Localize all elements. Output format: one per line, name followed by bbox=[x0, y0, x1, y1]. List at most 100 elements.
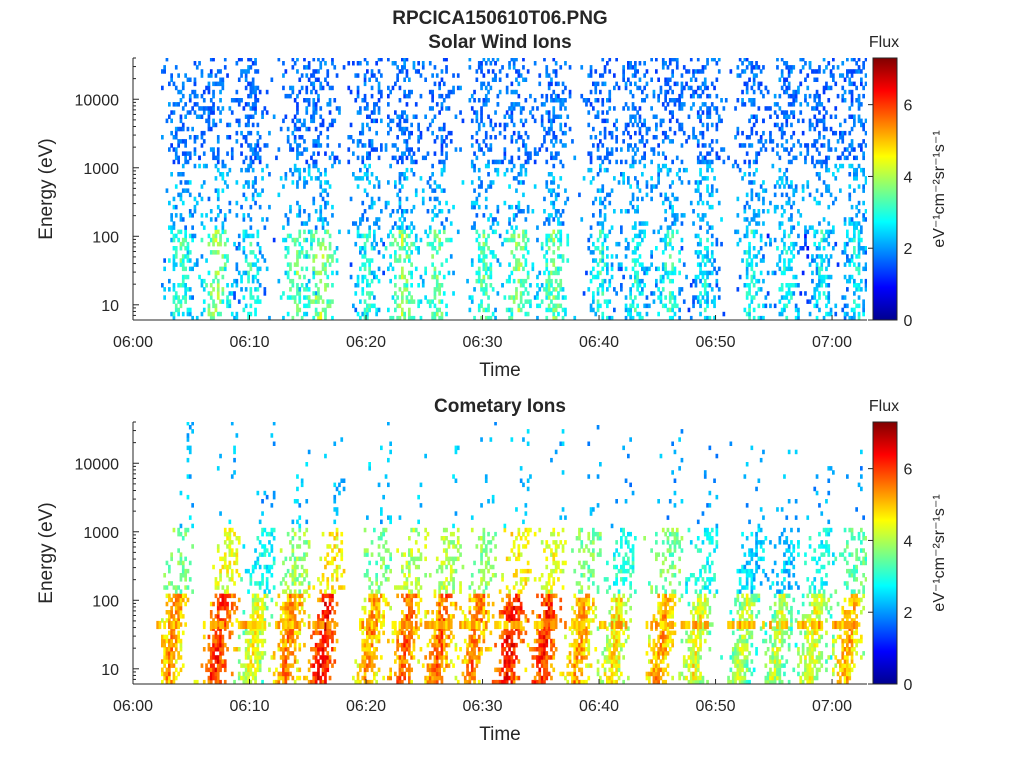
flux-cell bbox=[222, 299, 225, 304]
flux-cell bbox=[441, 262, 444, 267]
flux-cell bbox=[170, 606, 173, 611]
flux-cell bbox=[182, 188, 185, 193]
flux-cell bbox=[289, 205, 292, 210]
flux-cell bbox=[224, 589, 227, 594]
flux-cell bbox=[594, 197, 597, 202]
flux-cell bbox=[366, 151, 369, 156]
flux-cell bbox=[634, 279, 637, 284]
flux-cell bbox=[646, 82, 649, 87]
flux-cell bbox=[233, 98, 236, 103]
flux-cell bbox=[285, 115, 288, 120]
flux-cell bbox=[662, 201, 665, 206]
flux-cell bbox=[788, 69, 791, 74]
flux-cell bbox=[224, 557, 227, 562]
flux-cell bbox=[187, 110, 190, 115]
flux-cell bbox=[501, 65, 504, 70]
flux-cell bbox=[853, 123, 856, 128]
flux-cell bbox=[319, 279, 322, 284]
flux-cell bbox=[525, 217, 528, 222]
flux-cell bbox=[215, 614, 218, 619]
flux-cell bbox=[674, 57, 677, 62]
flux-cell bbox=[755, 230, 758, 235]
flux-cell bbox=[408, 299, 411, 304]
flux-cell bbox=[177, 73, 180, 78]
flux-cell bbox=[543, 139, 546, 144]
flux-cell bbox=[205, 283, 208, 288]
flux-cell bbox=[564, 131, 567, 136]
flux-cell bbox=[557, 209, 560, 214]
flux-cell bbox=[303, 184, 306, 189]
flux-cell bbox=[599, 209, 602, 214]
flux-cell bbox=[746, 234, 749, 239]
flux-cell bbox=[170, 217, 173, 222]
flux-cell bbox=[166, 594, 169, 599]
flux-cell bbox=[438, 238, 441, 243]
flux-cell bbox=[401, 151, 404, 156]
flux-cell bbox=[236, 647, 239, 652]
flux-cell bbox=[361, 143, 364, 148]
flux-cell bbox=[431, 209, 434, 214]
flux-cell bbox=[187, 188, 190, 193]
flux-cell bbox=[366, 69, 369, 74]
flux-cell bbox=[657, 151, 660, 156]
flux-cell bbox=[222, 557, 225, 562]
flux-cell bbox=[431, 94, 434, 99]
flux-cell bbox=[180, 610, 183, 615]
flux-cell bbox=[296, 147, 299, 152]
flux-cell bbox=[231, 291, 234, 296]
flux-cell bbox=[303, 287, 306, 292]
flux-cell bbox=[639, 78, 642, 83]
flux-cell bbox=[676, 213, 679, 218]
flux-cell bbox=[706, 254, 709, 259]
flux-cell bbox=[387, 94, 390, 99]
flux-cell bbox=[182, 614, 185, 619]
flux-cell bbox=[697, 94, 700, 99]
flux-cell bbox=[706, 184, 709, 189]
flux-cell bbox=[350, 197, 353, 202]
flux-cell bbox=[191, 503, 194, 508]
flux-cell bbox=[301, 267, 304, 272]
flux-cell bbox=[636, 283, 639, 288]
flux-cell bbox=[243, 238, 246, 243]
flux-cell bbox=[175, 135, 178, 140]
flux-cell bbox=[664, 267, 667, 272]
flux-cell bbox=[522, 65, 525, 70]
flux-cell bbox=[305, 221, 308, 226]
flux-cell bbox=[490, 135, 493, 140]
flux-cell bbox=[664, 82, 667, 87]
flux-cell bbox=[664, 238, 667, 243]
flux-cell bbox=[350, 262, 353, 267]
flux-cell bbox=[389, 164, 392, 169]
flux-cell bbox=[317, 287, 320, 292]
flux-cell bbox=[853, 221, 856, 226]
flux-cell bbox=[834, 147, 837, 152]
flux-cell bbox=[170, 581, 173, 586]
flux-cell bbox=[296, 238, 299, 243]
flux-cell bbox=[210, 217, 213, 222]
flux-cell bbox=[608, 131, 611, 136]
flux-cell bbox=[534, 61, 537, 66]
flux-cell bbox=[394, 275, 397, 280]
flux-cell bbox=[625, 102, 628, 107]
flux-cell bbox=[671, 69, 674, 74]
flux-cell bbox=[641, 98, 644, 103]
flux-cell bbox=[366, 258, 369, 263]
flux-cell bbox=[371, 205, 374, 210]
flux-cell bbox=[296, 304, 299, 309]
flux-cell bbox=[187, 433, 190, 438]
flux-cell bbox=[629, 115, 632, 120]
flux-cell bbox=[746, 250, 749, 255]
flux-cell bbox=[641, 135, 644, 140]
flux-cell bbox=[168, 279, 171, 284]
flux-cell bbox=[597, 143, 600, 148]
flux-cell bbox=[247, 631, 250, 636]
flux-cell bbox=[417, 123, 420, 128]
flux-cell bbox=[478, 184, 481, 189]
flux-cell bbox=[312, 69, 315, 74]
flux-cell bbox=[485, 283, 488, 288]
flux-cell bbox=[632, 299, 635, 304]
flux-cell bbox=[324, 246, 327, 251]
flux-cell bbox=[767, 209, 770, 214]
flux-cell bbox=[254, 106, 257, 111]
flux-cell bbox=[443, 225, 446, 230]
